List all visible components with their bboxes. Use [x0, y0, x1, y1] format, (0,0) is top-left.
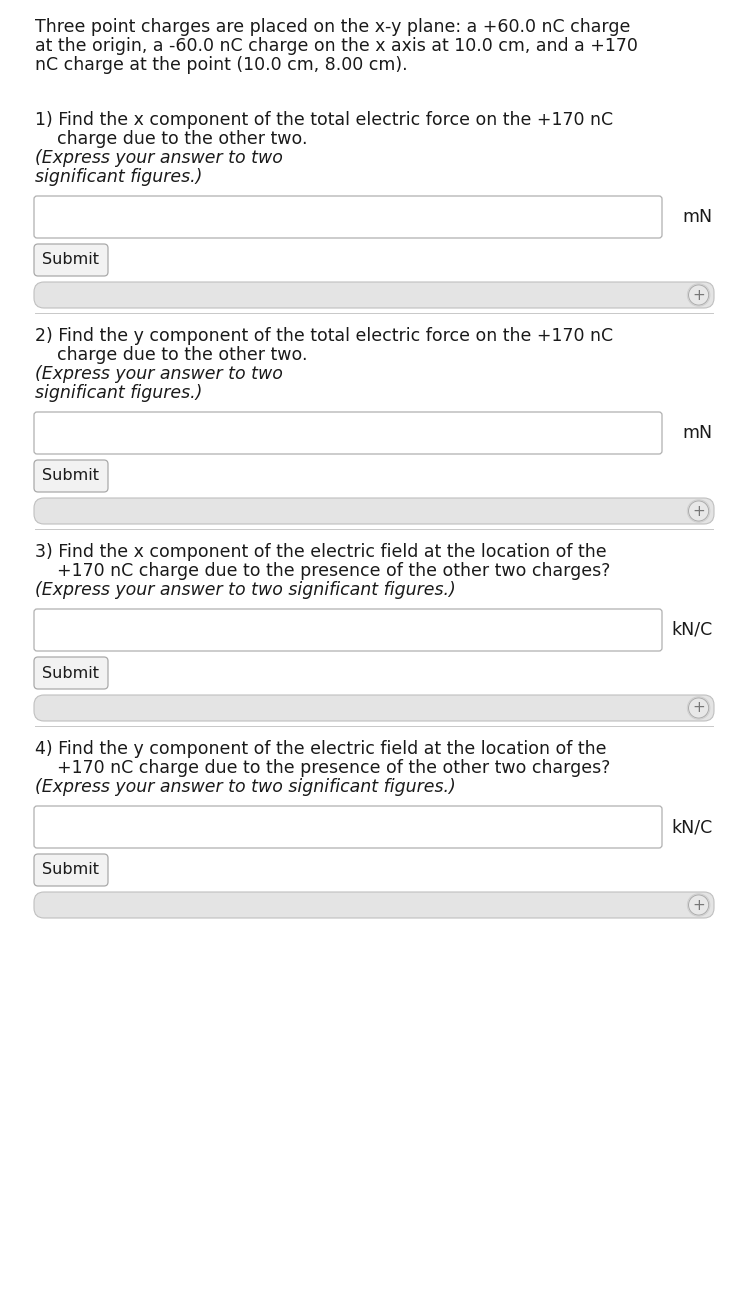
Text: (Express your answer to two: (Express your answer to two — [35, 149, 283, 167]
Text: kN/C: kN/C — [672, 818, 713, 837]
Text: mN: mN — [683, 424, 713, 442]
Text: 3) Find the x component of the electric field at the location of the: 3) Find the x component of the electric … — [35, 543, 607, 561]
FancyBboxPatch shape — [34, 282, 714, 308]
Text: nC charge at the point (10.0 cm, 8.00 cm).: nC charge at the point (10.0 cm, 8.00 cm… — [35, 56, 408, 74]
Circle shape — [687, 284, 710, 307]
Circle shape — [687, 894, 710, 916]
Text: kN/C: kN/C — [672, 621, 713, 639]
Text: +: + — [692, 287, 705, 303]
Text: Submit: Submit — [43, 666, 99, 680]
Text: 4) Find the y component of the electric field at the location of the: 4) Find the y component of the electric … — [35, 740, 607, 758]
Text: at the origin, a -60.0 nC charge on the x axis at 10.0 cm, and a +170: at the origin, a -60.0 nC charge on the … — [35, 37, 638, 55]
FancyBboxPatch shape — [34, 806, 662, 848]
Text: Submit: Submit — [43, 863, 99, 877]
Text: +170 nC charge due to the presence of the other two charges?: +170 nC charge due to the presence of th… — [35, 562, 610, 579]
Text: +: + — [692, 898, 705, 912]
Text: +170 nC charge due to the presence of the other two charges?: +170 nC charge due to the presence of th… — [35, 760, 610, 776]
Circle shape — [687, 500, 710, 522]
Circle shape — [688, 895, 708, 915]
Text: 1) Find the x component of the total electric force on the +170 nC: 1) Find the x component of the total ele… — [35, 111, 613, 129]
Circle shape — [688, 698, 708, 718]
Text: +: + — [692, 504, 705, 518]
Text: significant figures.): significant figures.) — [35, 384, 203, 402]
Text: charge due to the other two.: charge due to the other two. — [35, 130, 313, 147]
Text: +: + — [692, 701, 705, 715]
FancyBboxPatch shape — [34, 696, 714, 720]
Text: 2) Find the y component of the total electric force on the +170 nC: 2) Find the y component of the total ele… — [35, 328, 613, 345]
FancyBboxPatch shape — [34, 609, 662, 651]
Text: Submit: Submit — [43, 468, 99, 483]
Text: charge due to the other two.: charge due to the other two. — [35, 346, 313, 364]
FancyBboxPatch shape — [34, 853, 108, 886]
FancyBboxPatch shape — [34, 499, 714, 525]
Circle shape — [687, 697, 710, 719]
FancyBboxPatch shape — [34, 196, 662, 238]
Text: (Express your answer to two: (Express your answer to two — [35, 365, 283, 382]
Text: (Express your answer to two significant figures.): (Express your answer to two significant … — [35, 778, 456, 796]
Text: Three point charges are placed on the x-y plane: a +60.0 nC charge: Three point charges are placed on the x-… — [35, 18, 631, 37]
Text: significant figures.): significant figures.) — [35, 168, 203, 187]
Text: mN: mN — [683, 207, 713, 226]
Text: (Express your answer to two significant figures.): (Express your answer to two significant … — [35, 581, 456, 599]
Text: Submit: Submit — [43, 252, 99, 268]
FancyBboxPatch shape — [34, 893, 714, 917]
FancyBboxPatch shape — [34, 459, 108, 492]
FancyBboxPatch shape — [34, 244, 108, 275]
FancyBboxPatch shape — [34, 412, 662, 454]
FancyBboxPatch shape — [34, 656, 108, 689]
Circle shape — [688, 284, 708, 305]
Circle shape — [688, 501, 708, 521]
